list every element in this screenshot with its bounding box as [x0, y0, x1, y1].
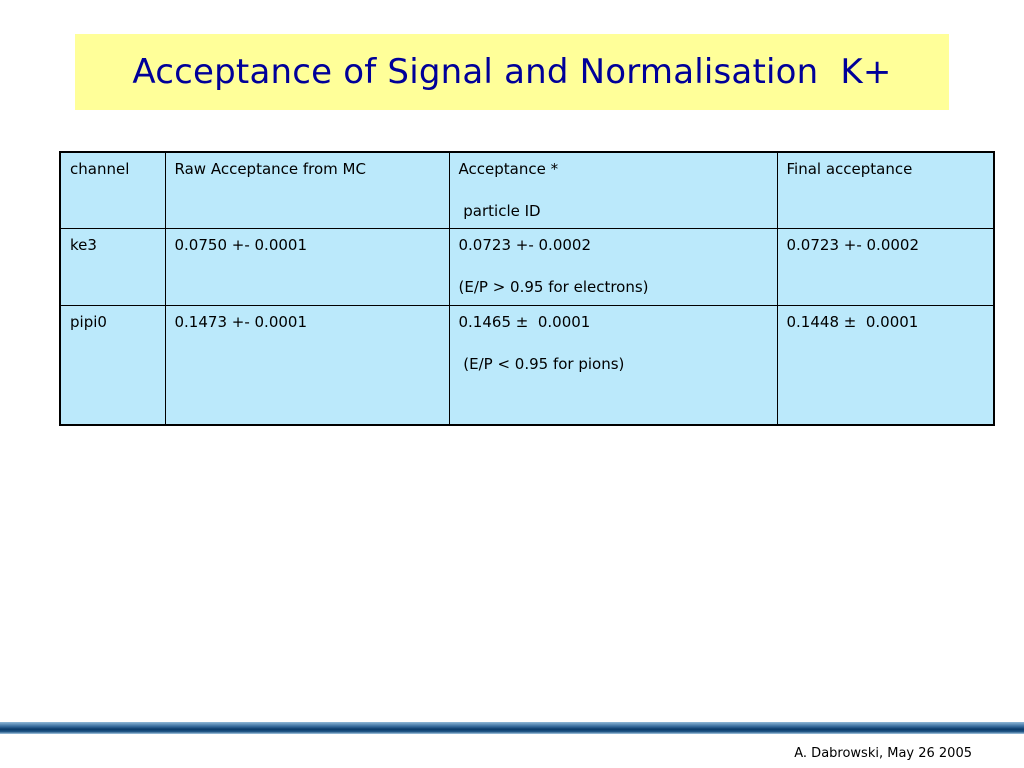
header-final-label: Final acceptance: [786, 160, 913, 178]
cell-final: 0.1448 ± 0.0001: [776, 304, 995, 426]
table-header-row: channel Raw Acceptance from MC Acceptanc…: [59, 151, 995, 229]
cell-channel: pipi0: [59, 304, 166, 426]
channel-value: ke3: [70, 235, 97, 254]
header-cell-acceptance: Acceptance * particle ID: [448, 151, 778, 229]
cell-channel: ke3: [59, 227, 166, 306]
raw-value: 0.0750 +- 0.0001: [174, 235, 308, 254]
slide-title: Acceptance of Signal and Normalisation K…: [132, 52, 892, 92]
final-value: 0.0723 +- 0.0002: [786, 235, 920, 254]
header-channel-label: channel: [70, 160, 130, 178]
acceptance-table: channel Raw Acceptance from MC Acceptanc…: [59, 151, 995, 426]
cell-final: 0.0723 +- 0.0002: [776, 227, 995, 306]
header-acceptance-sublabel: particle ID: [458, 202, 541, 220]
table-row: ke3 0.0750 +- 0.0001 0.0723 +- 0.0002 (E…: [59, 227, 995, 306]
acceptance-value: 0.1465 ± 0.0001: [458, 312, 591, 331]
footer-bar: [0, 722, 1024, 734]
title-box: Acceptance of Signal and Normalisation K…: [75, 34, 949, 110]
acceptance-value: 0.0723 +- 0.0002: [458, 235, 592, 254]
cell-raw: 0.0750 +- 0.0001: [164, 227, 450, 306]
header-cell-final: Final acceptance: [776, 151, 995, 229]
cell-acceptance: 0.1465 ± 0.0001 (E/P < 0.95 for pions): [448, 304, 778, 426]
cell-acceptance: 0.0723 +- 0.0002 (E/P > 0.95 for electro…: [448, 227, 778, 306]
header-cell-channel: channel: [59, 151, 166, 229]
channel-value: pipi0: [70, 312, 107, 331]
acceptance-note: (E/P < 0.95 for pions): [458, 354, 625, 373]
acceptance-note: (E/P > 0.95 for electrons): [458, 277, 649, 296]
final-value: 0.1448 ± 0.0001: [786, 312, 919, 331]
raw-value: 0.1473 +- 0.0001: [174, 312, 308, 331]
header-acceptance-label: Acceptance *: [458, 160, 559, 178]
table-row: pipi0 0.1473 +- 0.0001 0.1465 ± 0.0001 (…: [59, 304, 995, 426]
header-raw-label: Raw Acceptance from MC: [174, 160, 366, 178]
footer-credit: A. Dabrowski, May 26 2005: [794, 746, 972, 761]
cell-raw: 0.1473 +- 0.0001: [164, 304, 450, 426]
header-cell-raw: Raw Acceptance from MC: [164, 151, 450, 229]
